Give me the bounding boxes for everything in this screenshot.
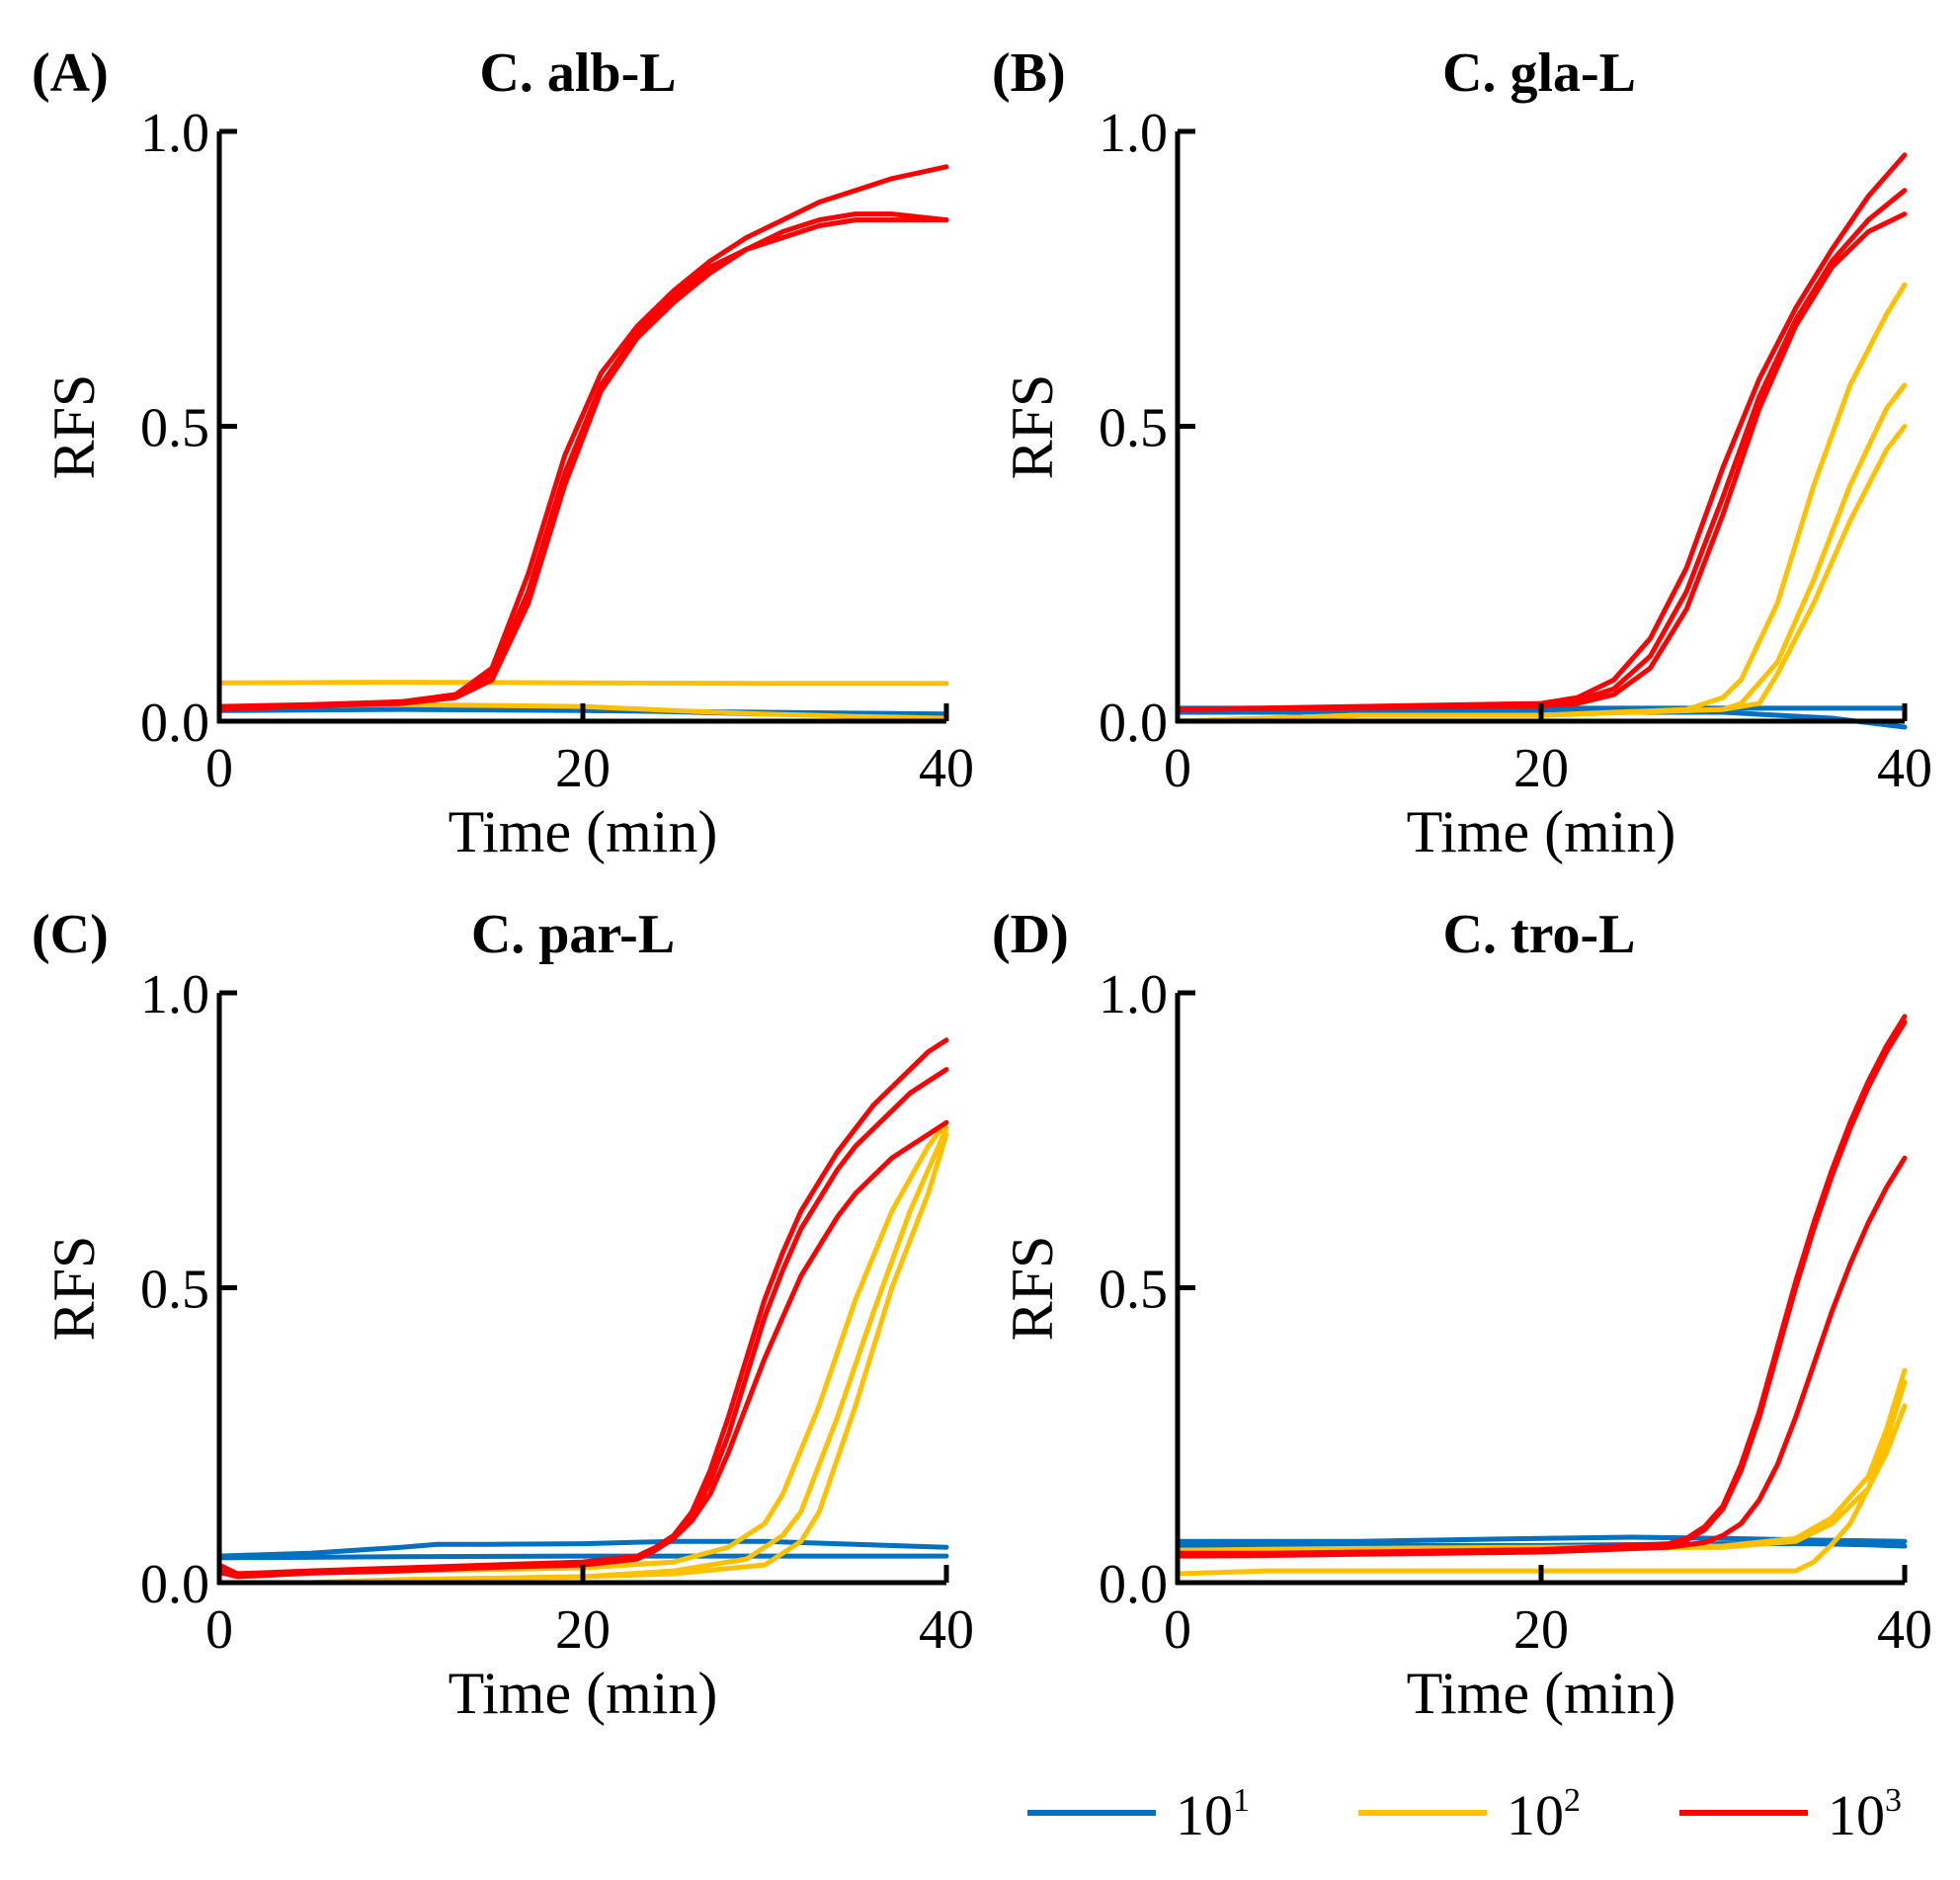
series-line-10-3-6 <box>216 1037 949 1577</box>
legend-label-base: 10 <box>1828 1783 1885 1847</box>
legend: 101 102 103 <box>1027 1782 1902 1847</box>
panel-c: (C) C. par-L 0 20 40 0.0 0.5 1.0 Time (min) RFS <box>32 904 974 1726</box>
y-tick-label: 1.0 <box>1099 964 1168 1025</box>
y-axis-label: RFS <box>1000 374 1065 480</box>
series-line-10-2-4 <box>1175 382 1908 724</box>
panel-label: (B) <box>992 42 1066 104</box>
x-axis-label: Time (min) <box>449 799 718 864</box>
panel-title: C. gla-L <box>1442 42 1636 104</box>
series-line-10-3-8 <box>1175 1155 1908 1559</box>
series-line-10-3-7 <box>1175 188 1908 712</box>
panel-title: C. alb-L <box>479 42 676 104</box>
y-tick-label: 0.0 <box>140 693 209 754</box>
series-line-10-1-1 <box>1175 1534 1908 1544</box>
x-tick-label: 40 <box>1877 1599 1932 1661</box>
panel-title: C. tro-L <box>1443 904 1636 965</box>
x-tick-label: 20 <box>1513 1599 1569 1661</box>
x-axis-label: Time (min) <box>449 1661 718 1726</box>
legend-label: 102 <box>1507 1782 1581 1847</box>
y-tick-label: 1.0 <box>1099 103 1168 164</box>
y-tick-label: 1.0 <box>140 103 209 164</box>
x-tick-label: 0 <box>205 738 233 799</box>
legend-item: 101 <box>1027 1782 1250 1847</box>
x-axis-label: Time (min) <box>1407 799 1676 864</box>
series-line-10-3-7 <box>216 217 949 712</box>
legend-label-base: 10 <box>1176 1783 1233 1847</box>
series-line-10-3-6 <box>216 211 949 711</box>
y-tick-label: 0.5 <box>1099 1260 1168 1321</box>
x-tick-label: 40 <box>919 738 974 799</box>
y-tick-label: 0.5 <box>140 398 209 459</box>
series-line-10-1-2 <box>216 1553 949 1561</box>
panel-title: C. par-L <box>471 904 675 965</box>
y-tick-label: 1.0 <box>140 964 209 1025</box>
x-tick-label: 20 <box>555 738 611 799</box>
y-axis-label: RFS <box>41 374 107 480</box>
x-tick-label: 20 <box>555 1599 611 1661</box>
panel-d: (D) C. tro-L 0 20 40 0.0 0.5 1.0 Time (min) RFS <box>992 904 1932 1726</box>
series-line-10-2-3 <box>1175 1367 1908 1553</box>
series-line-10-2-5 <box>307 1131 949 1586</box>
y-axis-label: RFS <box>41 1236 107 1342</box>
panel-b: (B) C. gla-L 0 20 40 0.0 0.5 1.0 Time (min) RFS <box>992 42 1932 864</box>
panel-a: (A) C. alb-L 0 20 40 0.0 0.5 1.0 Time (min) RFS <box>32 42 974 864</box>
x-tick-label: 0 <box>1164 1599 1191 1661</box>
legend-label-base: 10 <box>1507 1783 1564 1847</box>
x-tick-label: 40 <box>1877 738 1932 799</box>
panel-label: (D) <box>992 904 1069 965</box>
legend-item: 103 <box>1679 1782 1902 1847</box>
y-tick-label: 0.0 <box>140 1554 209 1615</box>
legend-item: 102 <box>1358 1782 1581 1847</box>
series-line-10-3-8 <box>216 1119 949 1580</box>
series-line-10-2-3 <box>1175 282 1908 724</box>
series-line-10-1-1 <box>216 1538 949 1559</box>
series-line-10-2-3 <box>216 680 949 687</box>
x-tick-label: 0 <box>1164 738 1191 799</box>
legend-label-exponent: 1 <box>1233 1782 1250 1819</box>
panel-label: (C) <box>32 904 109 965</box>
y-tick-label: 0.0 <box>1099 693 1168 754</box>
x-axis-label: Time (min) <box>1407 1661 1676 1726</box>
x-tick-label: 20 <box>1513 738 1569 799</box>
legend-label-exponent: 3 <box>1885 1782 1902 1819</box>
series-line-10-2-5 <box>1175 424 1908 724</box>
series-line-10-1-2 <box>1175 709 1908 730</box>
legend-label: 101 <box>1176 1782 1250 1847</box>
y-axis-label: RFS <box>1000 1236 1065 1342</box>
y-tick-label: 0.5 <box>1099 398 1168 459</box>
series-line-10-3-7 <box>1175 1020 1908 1557</box>
series-line-10-2-3 <box>216 1119 949 1577</box>
y-tick-label: 0.5 <box>140 1260 209 1321</box>
x-tick-label: 0 <box>205 1599 233 1661</box>
x-tick-label: 40 <box>919 1599 974 1661</box>
legend-label-exponent: 2 <box>1564 1782 1581 1819</box>
y-tick-label: 0.0 <box>1099 1554 1168 1615</box>
series-line-10-2-4 <box>1175 1379 1908 1556</box>
legend-label: 103 <box>1828 1782 1902 1847</box>
series-line-10-3-7 <box>216 1067 949 1579</box>
series-line-10-2-5 <box>1175 1403 1908 1577</box>
panel-label: (A) <box>32 42 109 104</box>
